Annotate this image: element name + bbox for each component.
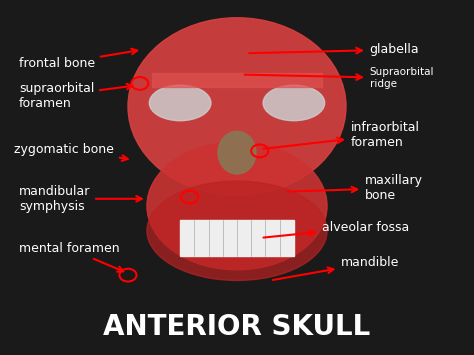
Ellipse shape	[149, 85, 211, 121]
Text: infraorbital
foramen: infraorbital foramen	[264, 121, 420, 149]
Text: ANTERIOR SKULL: ANTERIOR SKULL	[103, 313, 371, 341]
Text: frontal bone: frontal bone	[19, 49, 137, 70]
Text: Supraorbital
ridge: Supraorbital ridge	[245, 67, 434, 89]
Ellipse shape	[128, 18, 346, 195]
Text: supraorbital
foramen: supraorbital foramen	[19, 82, 132, 110]
Ellipse shape	[147, 142, 327, 270]
Bar	[152, 73, 322, 87]
Text: mental foramen: mental foramen	[19, 242, 123, 272]
Ellipse shape	[218, 131, 256, 174]
Text: zygomatic bone: zygomatic bone	[14, 143, 128, 161]
Text: mandibular
symphysis: mandibular symphysis	[19, 185, 142, 213]
Text: maxillary
bone: maxillary bone	[287, 174, 423, 202]
Ellipse shape	[263, 85, 325, 121]
Text: glabella: glabella	[249, 43, 419, 56]
Text: alveolar fossa: alveolar fossa	[264, 221, 410, 237]
Bar	[180, 220, 294, 256]
Text: mandible: mandible	[273, 256, 400, 280]
Ellipse shape	[147, 181, 327, 280]
